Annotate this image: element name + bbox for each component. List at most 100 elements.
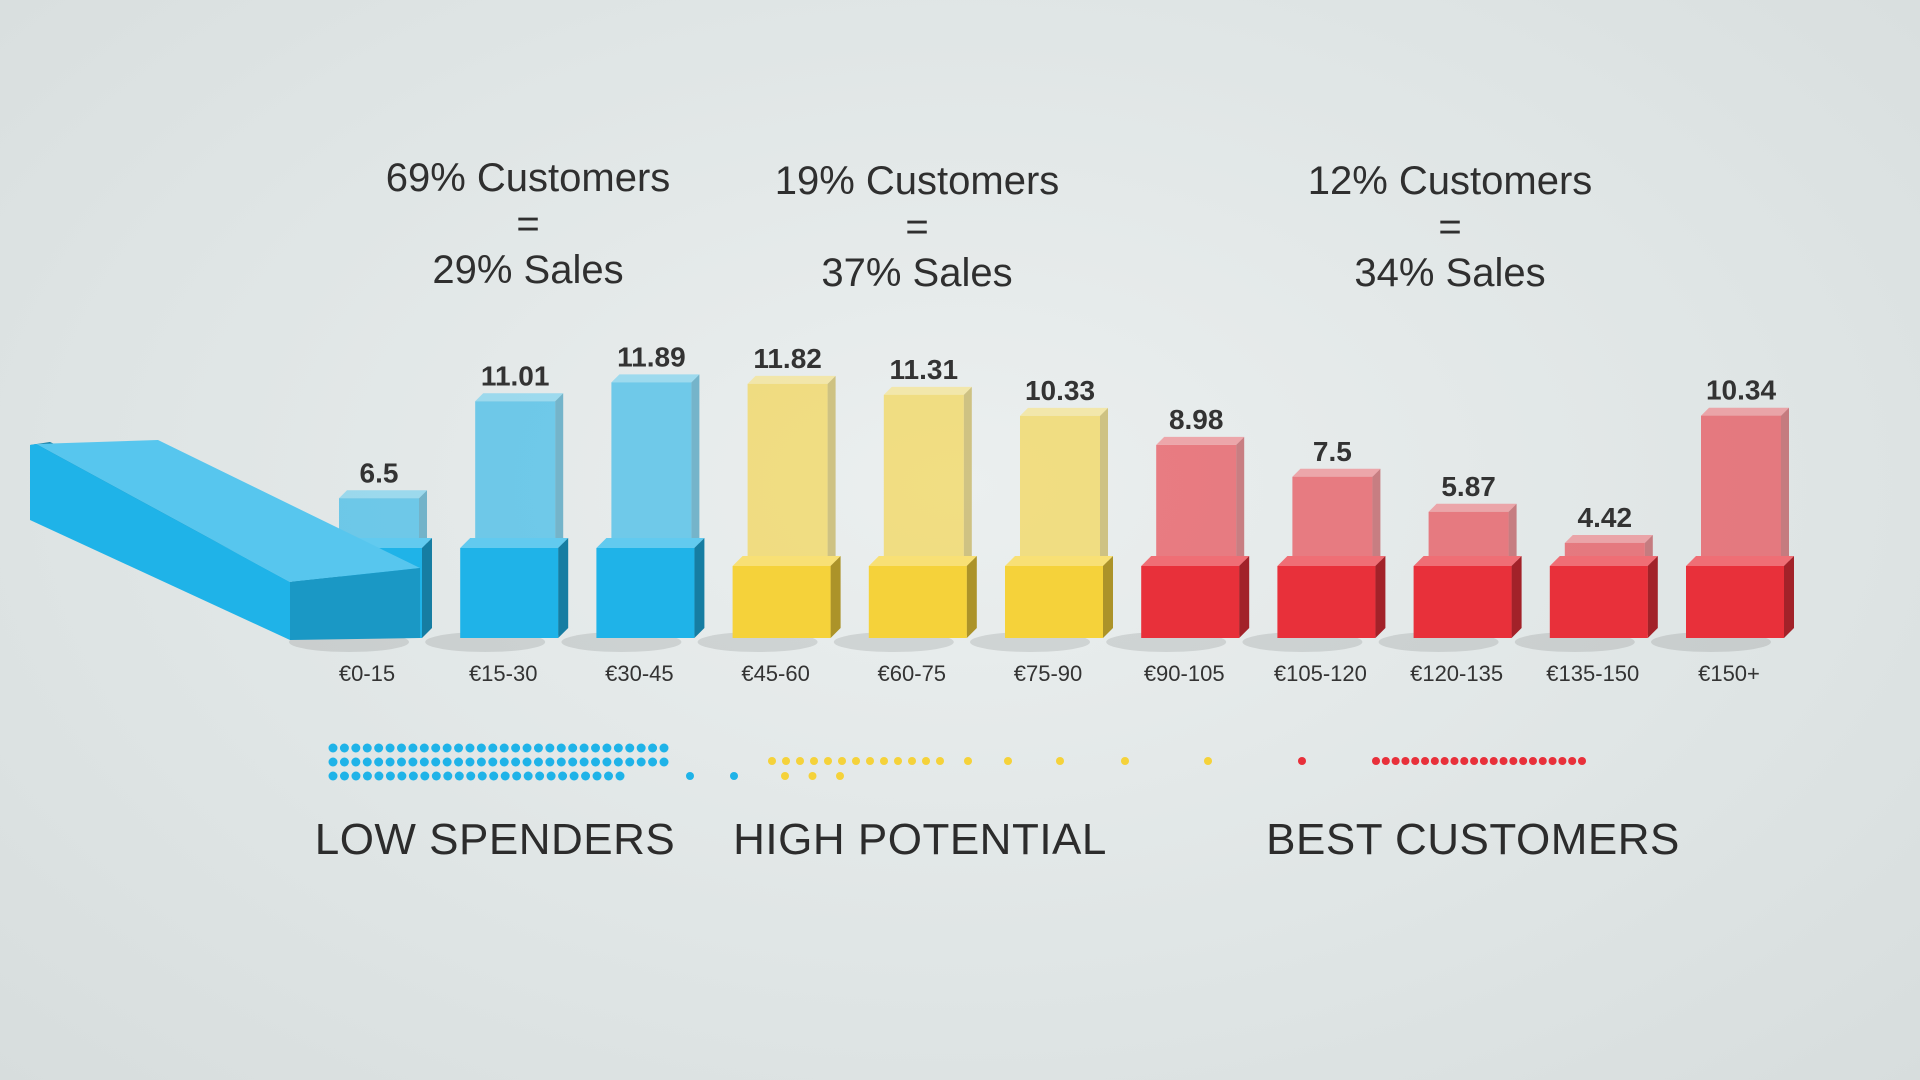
- customer-dot: [431, 757, 441, 767]
- customer-dot: [408, 743, 418, 753]
- value-label: 11.82: [753, 343, 822, 374]
- segment-sales-share: 29% Sales: [432, 248, 624, 292]
- customer-dot: [569, 771, 579, 781]
- customer-dot: [636, 743, 646, 753]
- group-label-best-customers: BEST CUSTOMERS: [1266, 815, 1680, 864]
- bar-top: [611, 374, 700, 383]
- customer-dot: [1460, 757, 1469, 765]
- customer-dot: [362, 757, 372, 767]
- category-label: €60-75: [878, 661, 947, 686]
- customer-dot: [488, 743, 498, 753]
- customer-dot: [852, 757, 860, 765]
- cube-top: [596, 538, 705, 548]
- customer-dot: [625, 743, 635, 753]
- group-label-low-spenders: LOW SPENDERS: [314, 815, 676, 864]
- bar-top: [1020, 407, 1108, 416]
- cube-top: [1549, 556, 1658, 566]
- customer-dot: [1381, 757, 1390, 765]
- cube-top: [1141, 556, 1250, 566]
- base-cube: [596, 538, 705, 638]
- customer-dot: [1578, 757, 1586, 765]
- customer-dot: [558, 771, 568, 781]
- customer-dot: [397, 771, 407, 781]
- customer-dot: [796, 757, 804, 765]
- customer-dot: [556, 757, 566, 767]
- customer-dot: [328, 757, 338, 767]
- customer-dot: [362, 743, 372, 753]
- customer-dot: [568, 757, 578, 767]
- customer-dot: [465, 743, 475, 753]
- cube-side: [1647, 556, 1658, 638]
- customer-dot: [523, 771, 533, 781]
- segment-customers-share: 19% Customers: [774, 159, 1060, 203]
- customer-dot: [512, 771, 522, 781]
- segment-header-best-customers: 12% Customers = 34% Sales: [1240, 158, 1660, 296]
- base-cube: [732, 556, 841, 638]
- cube-side: [1375, 556, 1386, 638]
- bar-top: [475, 393, 564, 402]
- base-cube: [460, 538, 569, 638]
- value-label: 11.31: [890, 354, 959, 385]
- base-cube: [1413, 556, 1522, 638]
- customer-dot: [1538, 757, 1547, 765]
- customer-dot: [894, 757, 902, 765]
- slab-top: [36, 440, 420, 582]
- customer-dot: [636, 757, 646, 767]
- customer-dot: [533, 757, 543, 767]
- bar-top: [747, 375, 836, 384]
- customer-dot: [579, 757, 589, 767]
- customer-dot: [419, 743, 429, 753]
- customer-dot: [488, 757, 498, 767]
- customer-dot: [454, 771, 464, 781]
- category-label: €30-45: [605, 661, 674, 686]
- customer-dot: [581, 771, 591, 781]
- customer-dot: [362, 771, 372, 781]
- cube-top: [1686, 556, 1794, 566]
- customer-dot: [1411, 757, 1420, 765]
- slab-front: [30, 444, 290, 640]
- customer-dot: [533, 743, 543, 753]
- category-label: €90-105: [1144, 661, 1225, 686]
- bar-top: [1156, 436, 1245, 445]
- customer-dot: [1489, 757, 1498, 765]
- cube-top: [868, 556, 977, 566]
- customer-dot: [782, 757, 790, 765]
- category-label: €135-150: [1546, 661, 1639, 686]
- customer-dot: [730, 772, 738, 780]
- cube-top: [1413, 556, 1522, 566]
- cube-front: [732, 566, 831, 638]
- customer-dot: [602, 743, 612, 753]
- customer-dot: [686, 772, 694, 780]
- customer-dot: [465, 757, 475, 767]
- customer-dot: [659, 743, 669, 753]
- customer-dot: [385, 771, 395, 781]
- customer-dot: [1528, 757, 1537, 765]
- customer-dot: [500, 771, 510, 781]
- customer-dot: [1509, 757, 1518, 765]
- customer-dot: [625, 757, 635, 767]
- customer-dot: [908, 757, 916, 765]
- customer-dot: [454, 757, 464, 767]
- customer-dot: [1430, 757, 1439, 765]
- customer-dot: [499, 757, 509, 767]
- cube-front: [596, 548, 695, 638]
- customer-dot: [936, 757, 944, 765]
- customer-dot: [824, 757, 832, 765]
- customer-dot: [545, 757, 555, 767]
- base-cube: [1686, 556, 1794, 638]
- customer-dot: [442, 743, 452, 753]
- category-label: €0-15: [339, 661, 395, 686]
- segment-customers-share: 69% Customers: [385, 156, 671, 200]
- customer-dot: [1499, 757, 1508, 765]
- customer-dot: [339, 743, 349, 753]
- customer-dot: [374, 743, 384, 753]
- customer-dot: [351, 771, 361, 781]
- customer-dot: [1519, 757, 1528, 765]
- cube-side: [1239, 556, 1250, 638]
- customer-dot: [880, 757, 888, 765]
- customer-dot: [648, 743, 658, 753]
- base-cube: [1141, 556, 1250, 638]
- customer-dot: [454, 743, 464, 753]
